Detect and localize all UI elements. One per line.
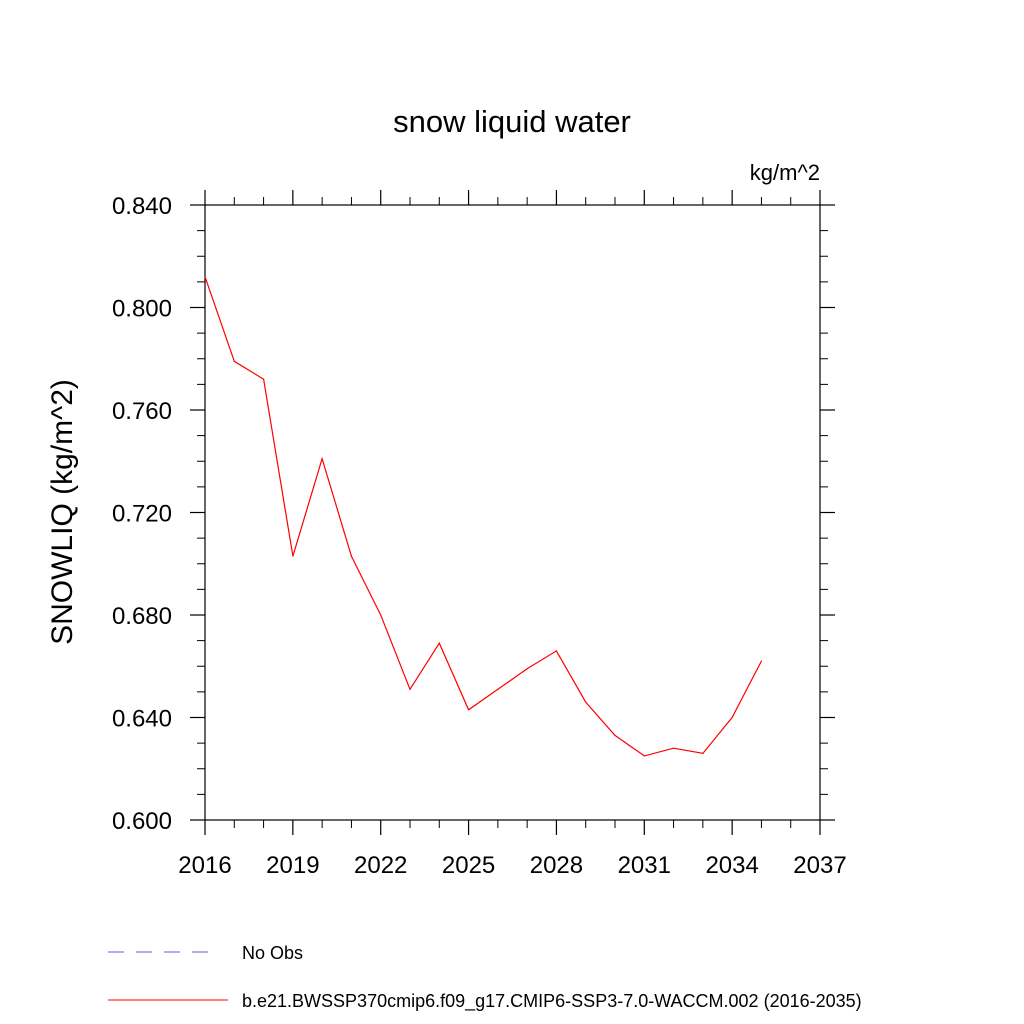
data-point xyxy=(204,276,206,278)
data-point xyxy=(497,688,499,690)
data-point xyxy=(672,747,675,749)
data-point xyxy=(233,360,235,362)
data-point xyxy=(292,555,294,557)
y-tick-label: 0.680 xyxy=(112,603,172,630)
plot-frame xyxy=(204,204,821,821)
legend: No Obs b.e21.BWSSP370cmip6.f09_g17.CMIP6-… xyxy=(108,943,862,1012)
data-point xyxy=(760,660,763,662)
x-tick-label: 2037 xyxy=(793,852,846,879)
chart-title: snow liquid water xyxy=(393,104,631,139)
series-line xyxy=(204,276,762,757)
data-point xyxy=(526,668,528,670)
series-layer xyxy=(204,276,763,757)
x-tick-label: 2025 xyxy=(442,852,495,879)
data-point xyxy=(350,555,353,557)
x-tick-label: 2016 xyxy=(178,852,231,879)
data-point xyxy=(438,642,440,644)
legend-label: b.e21.BWSSP370cmip6.f09_g17.CMIP6-SSP3-7… xyxy=(242,991,862,1012)
data-point xyxy=(409,688,411,690)
data-point xyxy=(262,378,265,380)
data-point xyxy=(614,734,616,737)
y-tick-label: 0.720 xyxy=(112,501,172,528)
data-point xyxy=(731,716,733,719)
axis-ticks: 2016 2019 2022 2025 2028 2031 2034 2037 0.600 0.6… xyxy=(112,190,847,879)
data-point xyxy=(380,614,382,616)
x-tick-label: 2028 xyxy=(530,852,583,879)
data-point xyxy=(643,755,645,757)
data-point xyxy=(321,458,323,460)
y-axis-label: SNOWLIQ (kg/m^2) xyxy=(46,379,79,645)
x-tick-label: 2022 xyxy=(354,852,407,879)
units-label: kg/m^2 xyxy=(750,160,820,185)
y-tick-label: 0.760 xyxy=(112,398,172,425)
y-tick-label: 0.600 xyxy=(112,808,172,835)
legend-label: No Obs xyxy=(242,943,303,963)
data-point xyxy=(585,701,587,703)
y-tick-label: 0.840 xyxy=(112,193,172,220)
data-point xyxy=(467,709,470,711)
x-tick-label: 2031 xyxy=(618,852,671,879)
y-tick-label: 0.640 xyxy=(112,706,172,733)
data-point xyxy=(555,650,558,652)
y-tick-label: 0.800 xyxy=(112,296,172,323)
x-tick-label: 2019 xyxy=(266,852,319,879)
data-point xyxy=(702,752,704,754)
x-tick-label: 2034 xyxy=(705,852,758,879)
